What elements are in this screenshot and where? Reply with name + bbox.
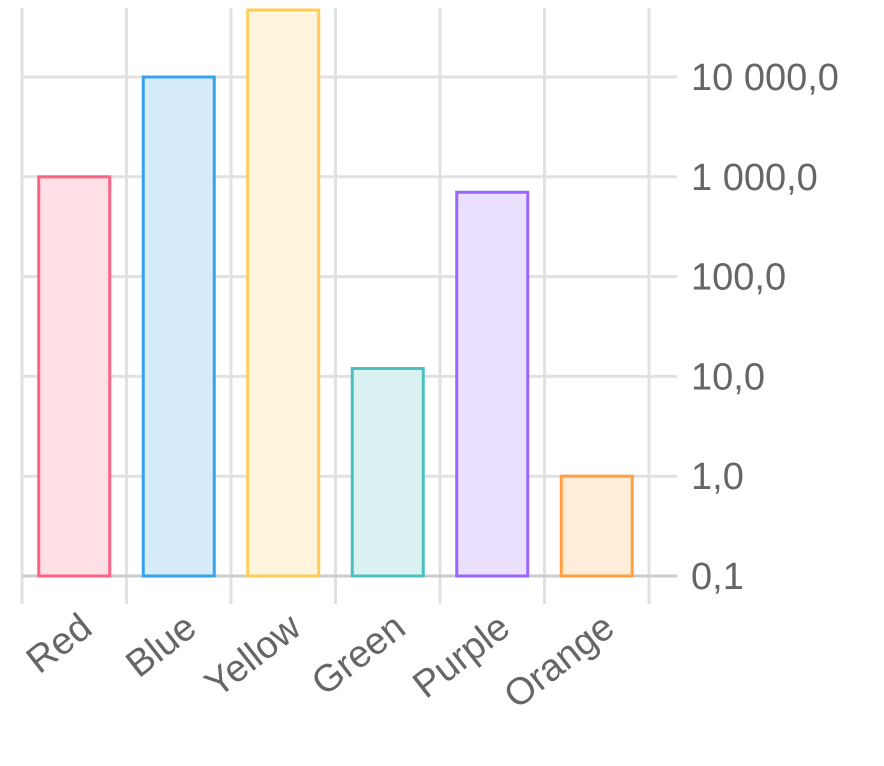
bar-red [37,175,112,578]
bar-orange [559,474,634,578]
y-tick-label: 10 000,0 [691,57,839,99]
bar-purple [455,190,530,578]
x-tick-label-red: Red [19,606,100,682]
chart-bars [37,8,634,578]
bar-green [350,366,425,578]
y-tick-label: 1,0 [691,456,744,498]
x-tick-label-green: Green [304,606,413,704]
bar-blue [141,75,216,578]
x-tick-label-purple: Purple [405,606,517,707]
x-tick-label-blue: Blue [118,606,204,686]
y-axis-tick-labels: 0,1 1,0 10,0 100,0 1 000,0 10 000,0 [691,57,839,598]
y-tick-label: 0,1 [691,556,744,598]
y-tick-label: 10,0 [691,356,765,398]
y-tick-label: 1 000,0 [691,157,818,199]
bar-yellow [246,8,321,578]
x-tick-label-yellow: Yellow [197,606,309,706]
y-tick-label: 100,0 [691,257,786,299]
x-tick-label-orange: Orange [497,606,623,717]
chart-grid [20,8,677,604]
